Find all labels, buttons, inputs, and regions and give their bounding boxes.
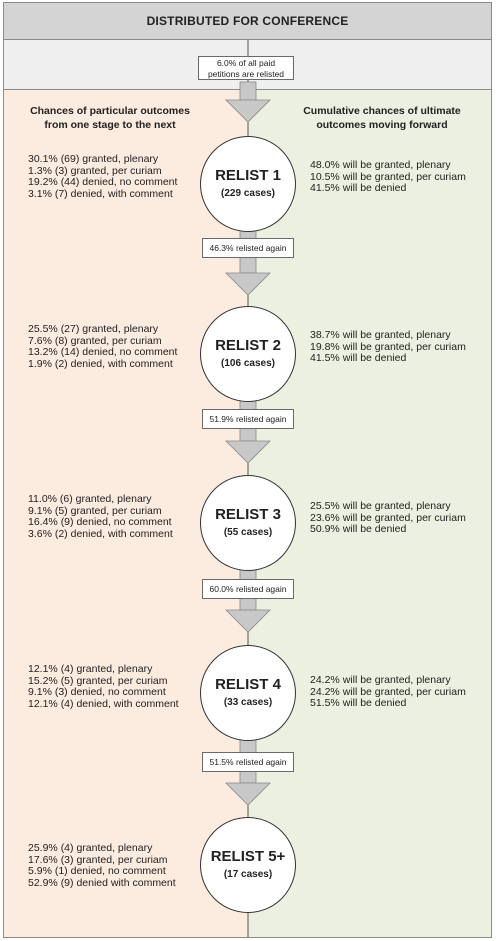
stat-line: 9.1% (3) denied, no comment [28, 686, 166, 698]
cumulative-line: 38.7% will be granted, plenary [310, 329, 451, 341]
stat-line: 5.9% (1) denied, no comment [28, 865, 166, 877]
arrow-top [225, 81, 271, 123]
relist-4-title: RELIST 4 [215, 676, 281, 693]
cumulative-line: 41.5% will be denied [310, 182, 407, 194]
relist-1-circle: RELIST 1 (229 cases) [200, 136, 296, 232]
stat-line: 30.1% (69) granted, plenary [28, 153, 159, 165]
stat-line: 15.2% (5) granted, per curiam [28, 674, 168, 687]
relist-4-right-stats: 24.2% will be granted, plenary 24.2% wil… [310, 674, 466, 710]
stat-line: 3.6% (2) denied, with comment [28, 527, 173, 540]
top-note: 6.0% of all paid petitions are relisted [198, 56, 294, 80]
stat-line: 12.1% (4) denied, with comment [28, 697, 179, 710]
stat-line: 3.1% (7) denied, with comment [28, 187, 173, 200]
arrow-1 [225, 224, 271, 296]
relist-3-cases: (55 cases) [223, 527, 273, 538]
stat-line: 19.2% (44) denied, no comment [28, 176, 178, 188]
cumulative-line: 50.9% will be denied [310, 523, 407, 535]
relist-3-circle: RELIST 3 (55 cases) [200, 475, 296, 571]
relisted-again-2: 51.9% relisted again [202, 409, 294, 429]
cumulative-line: 10.5% will be granted, per curiam [310, 170, 466, 183]
relist-2-title: RELIST 2 [215, 337, 281, 354]
cumulative-line: 23.6% will be granted, per curiam [310, 511, 466, 524]
relist-5-title: RELIST 5+ [210, 848, 286, 865]
stat-line: 25.5% (27) granted, plenary [28, 323, 159, 335]
left-column-heading: Chances of particular outcomes from one … [10, 104, 210, 132]
relist-1-cases: (229 cases) [221, 188, 275, 199]
left-heading-line-2: from one stage to the next [44, 119, 176, 131]
stat-line: 13.2% (14) denied, no comment [28, 346, 178, 358]
cumulative-line: 51.5% will be denied [310, 697, 407, 709]
stat-line: 52.9% (9) denied with comment [28, 876, 176, 889]
relist-5-circle: RELIST 5+ (17 cases) [200, 817, 296, 913]
stat-line: 17.6% (3) granted, per curiam [28, 853, 168, 866]
relist-5-cases: (17 cases) [223, 869, 273, 880]
relist-1-left-stats: 30.1% (69) granted, plenary 1.3% (3) gra… [28, 153, 178, 200]
stat-line: 1.3% (3) granted, per curiam [28, 164, 162, 177]
right-heading-line-2: outcomes moving forward [316, 119, 448, 131]
relist-2-left-stats: 25.5% (27) granted, plenary 7.6% (8) gra… [28, 323, 178, 370]
relist-1-title: RELIST 1 [215, 167, 281, 184]
relist-4-cases: (33 cases) [223, 697, 273, 708]
stat-line: 1.9% (2) denied, with comment [28, 357, 173, 370]
relist-2-cases: (106 cases) [221, 358, 275, 369]
cumulative-line: 48.0% will be granted, plenary [310, 159, 451, 171]
relist-4-left-stats: 12.1% (4) granted, plenary 15.2% (5) gra… [28, 663, 179, 710]
stat-line: 7.6% (8) granted, per curiam [28, 334, 162, 347]
relisted-again-4: 51.5% relisted again [202, 752, 294, 772]
relist-2-right-stats: 38.7% will be granted, plenary 19.8% wil… [310, 329, 466, 365]
stat-line: 16.4% (9) denied, no comment [28, 516, 172, 528]
cumulative-line: 19.8% will be granted, per curiam [310, 340, 466, 353]
stat-line: 11.0% (6) granted, plenary [28, 493, 152, 505]
top-note-line-2: petitions are relisted [207, 69, 285, 79]
cumulative-line: 25.5% will be granted, plenary [310, 500, 451, 512]
right-column-heading: Cumulative chances of ultimate outcomes … [282, 104, 482, 132]
relist-5-left-stats: 25.9% (4) granted, plenary 17.6% (3) gra… [28, 842, 176, 889]
relist-2-circle: RELIST 2 (106 cases) [200, 306, 296, 402]
relist-3-title: RELIST 3 [215, 506, 281, 523]
cumulative-line: 24.2% will be granted, per curiam [310, 685, 466, 698]
header-title: DISTRIBUTED FOR CONFERENCE [3, 2, 492, 40]
top-note-line-1: 6.0% of all paid [216, 58, 276, 68]
relist-3-left-stats: 11.0% (6) granted, plenary 9.1% (5) gran… [28, 493, 173, 540]
stat-line: 25.9% (4) granted, plenary [28, 842, 153, 854]
cumulative-line: 41.5% will be denied [310, 352, 407, 364]
stat-line: 9.1% (5) granted, per curiam [28, 504, 162, 517]
stat-line: 12.1% (4) granted, plenary [28, 663, 153, 675]
relist-1-right-stats: 48.0% will be granted, plenary 10.5% wil… [310, 159, 466, 195]
relisted-again-1: 46.3% relisted again [202, 238, 294, 258]
cumulative-line: 24.2% will be granted, plenary [310, 674, 451, 686]
left-heading-line-1: Chances of particular outcomes [30, 105, 190, 117]
right-heading-line-1: Cumulative chances of ultimate [303, 105, 461, 117]
relisted-again-3: 60.0% relisted again [202, 579, 294, 599]
relist-4-circle: RELIST 4 (33 cases) [200, 645, 296, 741]
relist-3-right-stats: 25.5% will be granted, plenary 23.6% wil… [310, 500, 466, 536]
